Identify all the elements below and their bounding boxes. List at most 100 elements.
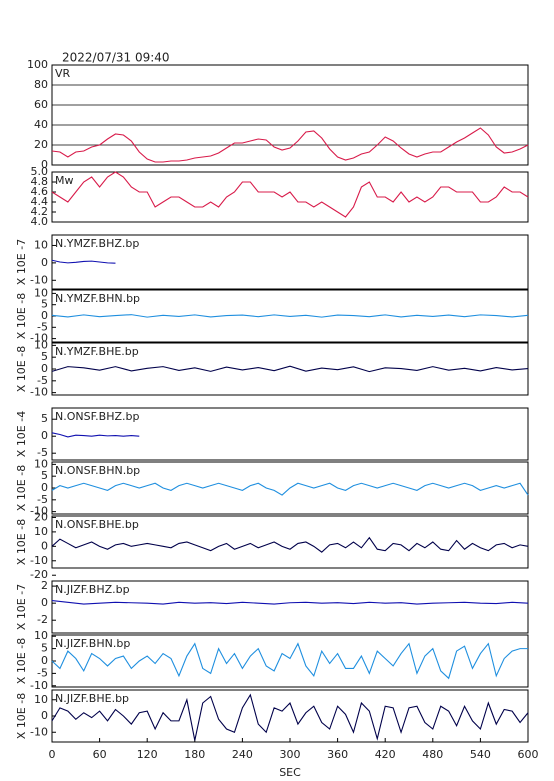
y-tick-label: 0 [41,539,48,552]
y-tick-label: 60 [34,98,48,111]
y-tick-label: 5 [41,469,48,482]
y-tick-label: 10 [34,286,48,299]
y-tick-label: 4.2 [31,205,49,218]
y-tick-label: 0 [41,654,48,667]
y-tick-label: 10 [34,629,48,642]
y-tick-label: 0 [41,709,48,722]
series-line [51,482,529,496]
y-tick-label: 4.0 [31,215,49,228]
series-line [51,642,528,680]
y-axis-label: X 10E -8 [15,638,28,684]
y-tick-label: -20 [30,568,48,581]
y-axis-label: X 10E -7 [15,584,28,630]
y-tick-label: 0 [41,429,48,442]
y-axis-label: X 10E -8 [15,465,28,511]
series-name: Mw [55,174,74,187]
y-tick-label: -2 [37,613,48,626]
y-tick-label: 10 [34,457,48,470]
y-tick-label: 0 [41,158,48,171]
y-tick-label: -10 [30,273,48,286]
x-tick-label: 240 [232,748,253,761]
y-tick-label: 0 [41,481,48,494]
y-tick-label: -5 [37,320,48,333]
y-tick-label: 5 [41,642,48,655]
y-tick-label: 5 [41,350,48,363]
y-tick-label: 100 [27,58,48,71]
panel-frame [51,515,529,569]
panel-frame [51,580,529,634]
series-name: N.JIZF.BHE.bp [55,692,129,705]
chart-title: 2022/07/31 09:40 [62,51,170,65]
panel-frame [51,407,529,461]
y-tick-label: 0 [41,256,48,269]
y-tick-label: 0 [41,309,48,322]
y-tick-label: -10 [30,386,48,399]
y-tick-label: 2 [41,579,48,592]
series-line [51,259,116,264]
series-line [51,536,529,553]
x-tick-label: 300 [280,748,301,761]
series-name: N.JIZF.BHN.bp [55,637,130,650]
x-tick-label: 480 [422,748,443,761]
x-axis-label: SEC [279,766,301,779]
y-axis-label: X 10E -8 [15,519,28,565]
series-name: N.ONSF.BHZ.bp [55,410,139,423]
y-tick-label: 20 [34,510,48,523]
y-tick-label: 10 [34,525,48,538]
series-line [51,365,529,373]
series-line [51,600,529,605]
y-axis-label: X 10E -8 [15,693,28,739]
x-tick-label: 360 [327,748,348,761]
series-name: N.YMZF.BHZ.bp [55,237,139,250]
series-name: N.YMZF.BHN.bp [55,292,140,305]
series-name: N.ONSF.BHN.bp [55,464,140,477]
y-axis-label: X 10E -8 [15,346,28,392]
panel-frame [51,64,529,166]
y-axis-label: X 10E -4 [15,411,28,457]
y-tick-label: -5 [37,446,48,459]
y-tick-label: -10 [30,505,48,518]
series-name: N.ONSF.BHE.bp [55,518,139,531]
x-tick-label: 120 [137,748,158,761]
y-tick-label: -10 [30,679,48,692]
series-name: N.YMZF.BHE.bp [55,345,139,358]
series-line [51,171,529,218]
y-tick-label: 4.8 [31,175,49,188]
y-tick-label: -5 [37,493,48,506]
x-tick-label: 540 [470,748,491,761]
y-tick-label: -5 [37,374,48,387]
panel-frame [51,171,529,223]
x-tick-label: 600 [518,748,539,761]
y-tick-label: -10 [30,725,48,738]
y-tick-label: 20 [34,138,48,151]
y-tick-label: 5.0 [31,165,49,178]
y-tick-label: 10 [34,693,48,706]
y-tick-label: -10 [30,554,48,567]
y-tick-label: -10 [30,332,48,345]
series-name: VR [55,67,71,80]
y-tick-label: 4.4 [31,195,49,208]
series-line [51,693,529,741]
panel-frame [51,234,529,290]
x-tick-label: 420 [375,748,396,761]
y-axis-label: X 10E -8 [15,293,28,339]
y-axis-label: X 10E -7 [15,239,28,285]
series-line [51,314,529,318]
y-tick-label: 5 [41,298,48,311]
y-tick-label: 10 [34,238,48,251]
y-tick-label: 10 [34,338,48,351]
y-tick-label: 5 [41,412,48,425]
series-line [51,432,140,438]
y-tick-label: 0 [41,362,48,375]
y-tick-label: -5 [37,666,48,679]
series-name: N.JIZF.BHZ.bp [55,583,130,596]
y-tick-label: 40 [34,118,48,131]
y-tick-label: 80 [34,78,48,91]
y-tick-label: 0 [41,596,48,609]
series-line [51,127,529,163]
x-tick-label: 180 [184,748,205,761]
x-tick-label: 0 [49,748,56,761]
y-tick-label: 4.6 [31,185,49,198]
x-tick-label: 60 [93,748,107,761]
